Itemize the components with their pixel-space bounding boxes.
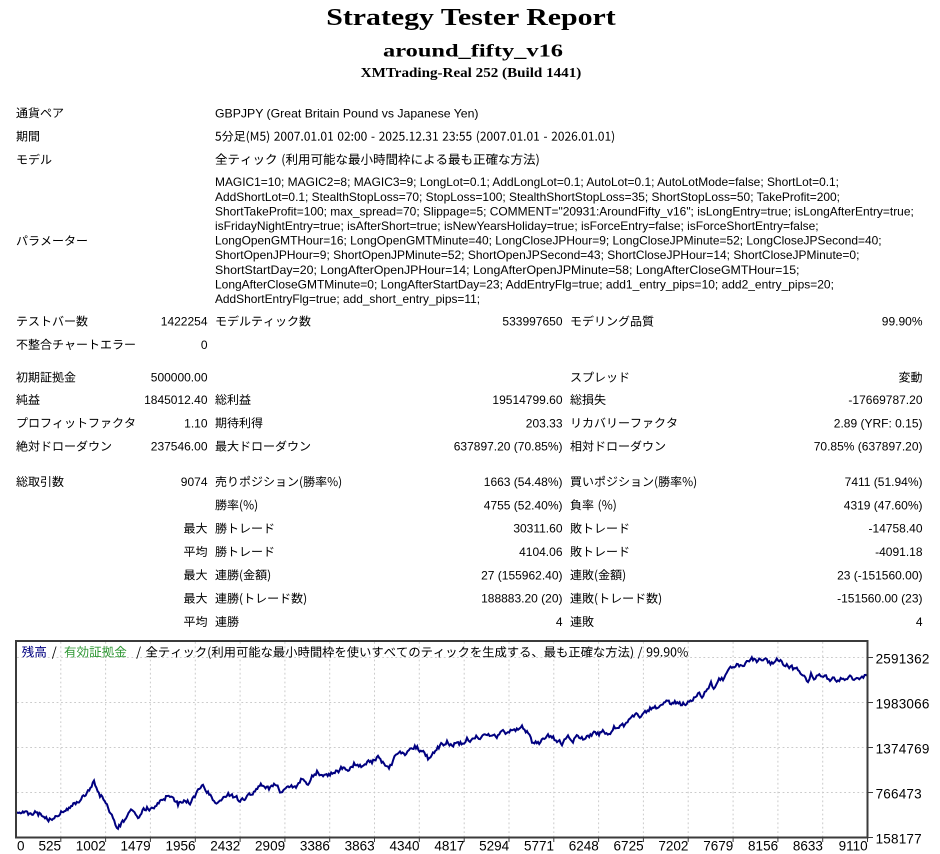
svg-text:533997650: 533997650	[502, 315, 562, 329]
svg-text:ShortTakeProfit=100; max_sprea: ShortTakeProfit=100; max_spread=70; Slip…	[215, 204, 914, 218]
svg-text:3386: 3386	[300, 838, 330, 853]
svg-text:766473: 766473	[876, 786, 922, 801]
svg-text:70.85% (637897.20): 70.85% (637897.20)	[814, 440, 923, 454]
svg-text:8156: 8156	[748, 838, 778, 853]
svg-text:1374769: 1374769	[876, 741, 930, 756]
svg-text:5771: 5771	[524, 838, 554, 853]
svg-text:27 (155962.40): 27 (155962.40)	[481, 568, 562, 582]
svg-text:AddShortLot=0.1; StealthStopLo: AddShortLot=0.1; StealthStopLoss=70; Sto…	[215, 190, 840, 204]
svg-text:1422254: 1422254	[161, 315, 208, 329]
svg-text:-17669787.20: -17669787.20	[848, 393, 922, 407]
svg-text:around_fifty_v16: around_fifty_v16	[383, 41, 563, 61]
svg-text:ShortStartDay=20; LongAfterOpe: ShortStartDay=20; LongAfterOpenJPHour=14…	[215, 263, 800, 277]
svg-text:2.89 (YRF: 0.15): 2.89 (YRF: 0.15)	[834, 416, 923, 430]
svg-text:1002: 1002	[76, 838, 106, 853]
svg-text:LongAfterCloseGMTMinute=0; Lon: LongAfterCloseGMTMinute=0; LongAfterStar…	[215, 277, 834, 291]
svg-text:1663 (54.48%): 1663 (54.48%)	[484, 475, 563, 489]
svg-text:7411 (51.94%): 7411 (51.94%)	[845, 475, 923, 489]
svg-text:9074: 9074	[181, 475, 208, 489]
svg-text:4104.06: 4104.06	[519, 545, 563, 559]
svg-text:XMTrading-Real 252 (Build 1441: XMTrading-Real 252 (Build 1441)	[361, 65, 582, 80]
svg-text:4755 (52.40%): 4755 (52.40%)	[484, 498, 563, 512]
svg-text:2909: 2909	[255, 838, 285, 853]
svg-text:5294: 5294	[479, 838, 510, 853]
svg-text:4340: 4340	[389, 838, 419, 853]
svg-text:23 (-151560.00): 23 (-151560.00)	[837, 568, 922, 582]
svg-text:1956: 1956	[165, 838, 195, 853]
svg-text:isFridayNightEntry=true; isAft: isFridayNightEntry=true; isAfterShort=tr…	[215, 219, 819, 233]
svg-text:0: 0	[201, 338, 208, 352]
svg-text:8633: 8633	[793, 838, 823, 853]
svg-text:0: 0	[17, 838, 25, 853]
svg-text:203.33: 203.33	[526, 416, 563, 430]
svg-text:-4091.18: -4091.18	[875, 545, 923, 559]
svg-text:637897.20 (70.85%): 637897.20 (70.85%)	[454, 440, 563, 454]
svg-text:525: 525	[38, 838, 61, 853]
svg-text:Strategy Tester Report: Strategy Tester Report	[326, 4, 617, 31]
svg-text:4: 4	[916, 615, 923, 629]
svg-text:19514799.60: 19514799.60	[492, 393, 562, 407]
svg-text:500000.00: 500000.00	[151, 371, 208, 385]
svg-text:4817: 4817	[434, 838, 464, 853]
svg-text:30311.60: 30311.60	[513, 522, 562, 536]
svg-text:-14758.40: -14758.40	[868, 522, 922, 536]
svg-text:6248: 6248	[569, 838, 599, 853]
svg-text:GBPJPY (Great Britain Pound vs: GBPJPY (Great Britain Pound vs Japanese …	[215, 106, 479, 120]
svg-text:1845012.40: 1845012.40	[144, 393, 208, 407]
svg-text:4319 (47.60%): 4319 (47.60%)	[844, 498, 923, 512]
svg-text:188883.20 (20): 188883.20 (20)	[481, 592, 562, 606]
svg-text:2591362: 2591362	[876, 651, 930, 666]
svg-text:7202: 7202	[658, 838, 688, 853]
svg-text:MAGIC1=10; MAGIC2=8; MAGIC3=9;: MAGIC1=10; MAGIC2=8; MAGIC3=9; LongLot=0…	[215, 175, 839, 189]
svg-text:6725: 6725	[614, 838, 644, 853]
svg-text:237546.00: 237546.00	[151, 440, 208, 454]
svg-text:-151560.00 (23): -151560.00 (23)	[837, 592, 922, 606]
svg-text:1.10: 1.10	[184, 416, 208, 430]
svg-text:AddShortEntryFlg=true; add_sho: AddShortEntryFlg=true; add_short_entry_p…	[215, 292, 480, 306]
svg-text:9110: 9110	[839, 838, 868, 853]
svg-text:99.90%: 99.90%	[882, 315, 923, 329]
svg-text:ShortOpenJPHour=9; ShortOpenJP: ShortOpenJPHour=9; ShortOpenJPMinute=52;…	[215, 248, 859, 262]
svg-text:1983066: 1983066	[876, 696, 930, 711]
svg-text:4: 4	[556, 615, 563, 629]
svg-text:2432: 2432	[210, 838, 240, 853]
svg-text:3863: 3863	[345, 838, 375, 853]
svg-text:1479: 1479	[121, 838, 151, 853]
svg-text:158177: 158177	[876, 831, 922, 846]
svg-text:7679: 7679	[703, 838, 733, 853]
svg-text:LongOpenGMTHour=16; LongOpenGM: LongOpenGMTHour=16; LongOpenGMTMinute=40…	[215, 234, 882, 248]
